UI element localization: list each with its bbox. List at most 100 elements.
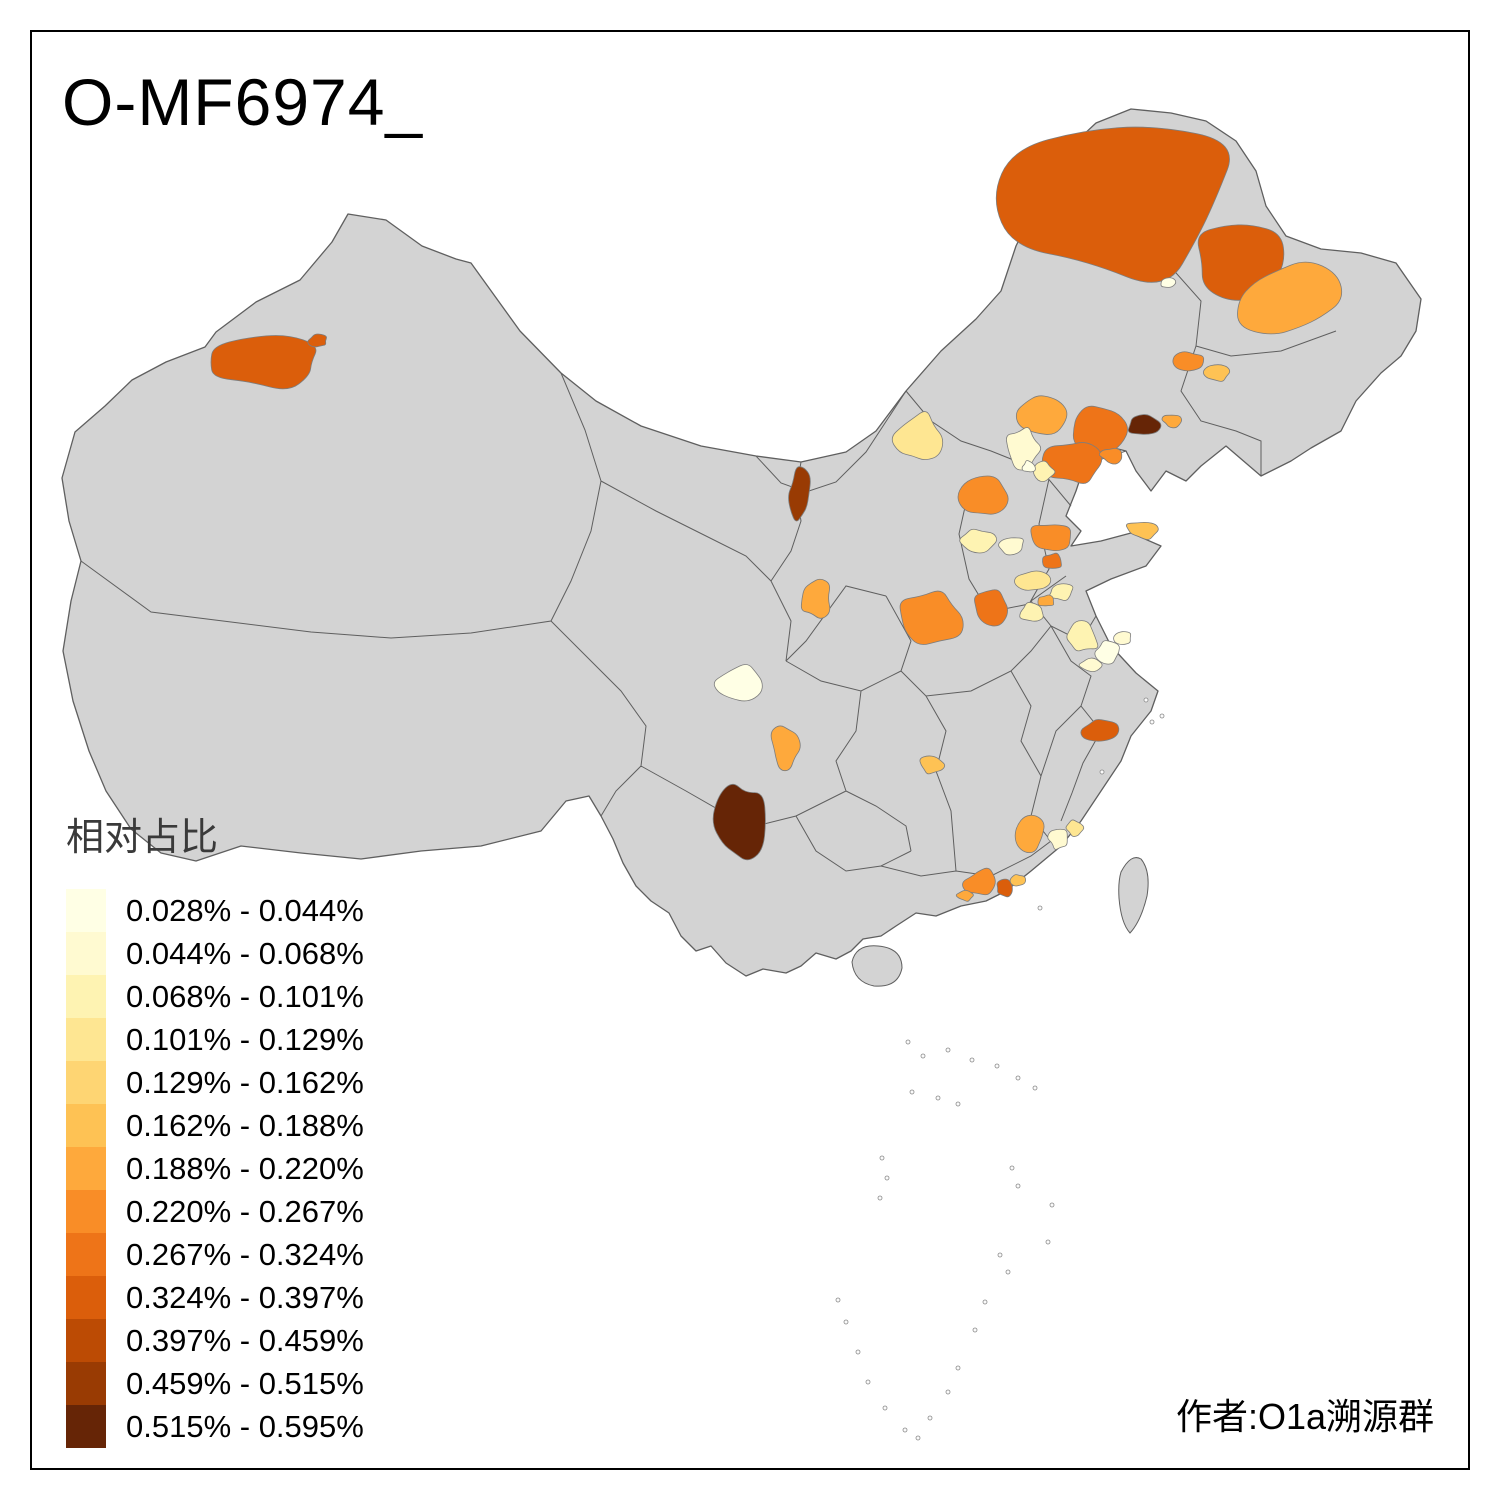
legend-swatch	[66, 1405, 106, 1448]
legend-swatch	[66, 1018, 106, 1061]
island-dot	[882, 1405, 888, 1411]
island-dot	[969, 1057, 975, 1063]
map-region	[974, 589, 1008, 627]
legend-label: 0.101% - 0.129%	[126, 1022, 364, 1057]
island-dot	[927, 1415, 933, 1421]
map-region	[995, 126, 1230, 283]
map-region	[1203, 364, 1231, 382]
map-region	[1078, 657, 1103, 673]
island-dot	[1037, 905, 1043, 911]
map-region	[919, 755, 946, 775]
map-region	[959, 528, 998, 554]
province-borders	[80, 150, 1337, 877]
legend-label: 0.068% - 0.101%	[126, 979, 364, 1014]
map-region	[1125, 521, 1159, 540]
legend-label: 0.028% - 0.044%	[126, 893, 364, 928]
legend-swatch	[66, 1104, 106, 1147]
island-dot	[1009, 1165, 1015, 1171]
island-dot	[1099, 769, 1105, 775]
island-dot	[955, 1365, 961, 1371]
legend-label: 0.515% - 0.595%	[126, 1409, 364, 1444]
map-region	[1037, 594, 1055, 607]
legend-label: 0.044% - 0.068%	[126, 936, 364, 971]
legend-swatch	[66, 932, 106, 975]
legend-swatch	[66, 1362, 106, 1405]
legend-swatch	[66, 1061, 106, 1104]
map-region	[1080, 719, 1120, 742]
map-region	[891, 411, 944, 461]
legend-item: 0.028% - 0.044%	[66, 889, 364, 932]
map-region	[1172, 351, 1205, 372]
plot-title: O-MF6974_	[62, 65, 424, 139]
island-dot	[905, 1039, 911, 1045]
legend-swatch	[66, 1147, 106, 1190]
legend-label: 0.220% - 0.267%	[126, 1194, 364, 1229]
map-region	[996, 878, 1013, 898]
island-dot	[945, 1047, 951, 1053]
map-region	[800, 578, 831, 619]
legend-label: 0.459% - 0.515%	[126, 1366, 364, 1401]
map-region	[307, 333, 327, 348]
legend-swatch	[66, 975, 106, 1018]
legend-swatch	[66, 889, 106, 932]
legend-label: 0.188% - 0.220%	[126, 1151, 364, 1186]
legend-swatch	[66, 1276, 106, 1319]
base-map-layer	[61, 108, 1422, 987]
colored-regions-layer	[210, 126, 1343, 902]
island-dot	[982, 1299, 988, 1305]
map-region	[712, 783, 766, 861]
island-dot	[1015, 1075, 1021, 1081]
legend-item: 0.397% - 0.459%	[66, 1319, 364, 1362]
legend-items: 0.028% - 0.044% 0.044% - 0.068% 0.068% - 0…	[66, 889, 364, 1448]
map-region	[1161, 414, 1182, 429]
legend-item: 0.515% - 0.595%	[66, 1405, 364, 1448]
island-dot	[879, 1155, 885, 1161]
map-region	[1019, 602, 1044, 622]
island-dot	[1143, 697, 1149, 703]
map-region	[1030, 524, 1072, 552]
island-dot	[945, 1389, 951, 1395]
island-dot	[997, 1252, 1003, 1258]
map-region	[1113, 631, 1132, 645]
legend-swatch	[66, 1319, 106, 1362]
legend-item: 0.068% - 0.101%	[66, 975, 364, 1018]
island-dot	[920, 1053, 926, 1059]
island-dot	[1049, 1202, 1055, 1208]
map-region	[957, 475, 1009, 515]
legend-item: 0.220% - 0.267%	[66, 1190, 364, 1233]
island-dot	[835, 1297, 841, 1303]
map-region	[962, 867, 996, 896]
map-region	[1014, 570, 1052, 591]
map-region	[713, 664, 763, 702]
map-region	[210, 335, 317, 390]
island-dot	[955, 1101, 961, 1107]
legend-swatch	[66, 1233, 106, 1276]
legend-item: 0.129% - 0.162%	[66, 1061, 364, 1104]
legend-item: 0.044% - 0.068%	[66, 932, 364, 975]
attribution: 作者:O1a溯源群	[1175, 1396, 1434, 1437]
taiwan-island	[1118, 857, 1149, 934]
map-region	[1127, 414, 1162, 435]
island-dot	[855, 1349, 861, 1355]
legend-item: 0.162% - 0.188%	[66, 1104, 364, 1147]
map-region	[1006, 427, 1042, 471]
island-dot	[877, 1195, 883, 1201]
map-region	[1014, 814, 1045, 854]
island-dot	[1032, 1085, 1038, 1091]
island-dot	[843, 1319, 849, 1325]
map-region	[1094, 640, 1120, 665]
legend: 相对占比 0.028% - 0.044% 0.044% - 0.068% 0.068…	[66, 806, 364, 1448]
hainan-island	[851, 945, 903, 987]
island-dot	[994, 1063, 1000, 1069]
map-region	[1041, 442, 1103, 484]
map-region	[1033, 460, 1056, 483]
island-dot	[909, 1089, 915, 1095]
map-region	[788, 466, 811, 522]
map-region	[955, 889, 974, 902]
island-dot	[972, 1327, 978, 1333]
china-outline	[61, 108, 1422, 977]
legend-label: 0.162% - 0.188%	[126, 1108, 364, 1143]
map-region	[998, 537, 1024, 556]
map-region	[1047, 828, 1068, 850]
